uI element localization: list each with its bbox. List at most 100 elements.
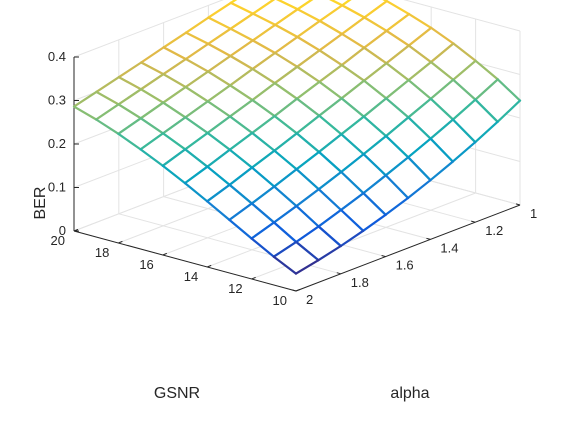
grid-line [73,0,224,58]
mesh-edge [318,97,343,117]
mesh-edge [385,62,410,82]
mesh-edge [295,97,321,117]
mesh-edge [250,202,276,224]
mesh-edge [340,170,365,195]
mesh-edge [250,221,276,240]
mesh-edge [207,16,232,30]
mesh-edge [407,79,432,100]
mesh-edge [251,23,277,42]
mesh-edge [407,116,432,140]
x-tick-label: 20 [51,233,65,248]
mesh-edge [273,168,298,188]
mesh-edge [272,255,298,275]
mesh-edge [273,65,299,85]
mesh-edge [162,85,187,104]
mesh-edge [385,44,410,65]
mesh-edge [429,78,455,100]
y-axis-line [295,204,521,292]
mesh-edge [273,132,298,152]
mesh-edge [206,84,232,103]
mesh-edge [295,205,320,228]
mesh-edge [362,79,388,100]
mesh-edge [407,44,433,64]
x-tick-label: 16 [139,257,153,272]
mesh-edge [429,60,455,81]
y-tick-mark [291,289,297,292]
mesh-edge [139,101,165,120]
mesh-edge [429,97,455,121]
mesh-edge [251,67,276,85]
mesh-edge [206,115,232,135]
mesh-edge [318,80,343,100]
mesh-edge [228,218,253,240]
surface-face [342,0,387,18]
mesh-edge [340,97,365,118]
mesh-edge [228,166,254,186]
mesh-edge [318,63,343,84]
mesh-edge [429,160,454,182]
mesh-edge [161,164,187,185]
mesh-edge [273,97,299,118]
mesh-edge [496,78,522,102]
mesh-edge [229,12,255,30]
mesh-edge [295,150,321,171]
x-tick-label: 10 [273,293,287,308]
mesh-edge [339,192,365,212]
y-tick-label: 1.2 [485,223,503,238]
surface-face [278,0,312,10]
mesh-edge [340,115,365,136]
mesh-edge [162,73,187,89]
mesh-edge [385,79,410,100]
x-tick-mark [295,288,301,292]
mesh-edge [362,153,387,177]
y-tick-label: 1.8 [351,275,369,290]
mesh-edge [318,19,344,36]
surface-mesh [72,0,522,275]
mesh-edge [452,42,477,62]
mesh-edge [117,76,143,91]
mesh-edge [162,101,187,119]
mesh-edge [451,141,477,163]
mesh-edge [406,179,432,200]
mesh-edge [139,88,165,104]
mesh-edge [474,59,499,81]
mesh-edge [139,148,164,167]
mesh-edge [385,29,410,47]
mesh-edge [229,39,254,58]
mesh-edge [295,240,320,262]
x-tick-label: 12 [228,281,242,296]
mesh-edge [139,132,165,151]
mesh-edge [206,100,232,118]
mesh-edge [362,174,387,195]
mesh-edge [184,42,210,61]
mesh-edge [407,26,433,47]
mesh-edge [162,31,188,49]
mesh-edge [250,237,275,258]
mesh-edge [272,240,298,258]
mesh-edge [207,27,232,46]
mesh-edge [474,78,499,101]
mesh-edge [229,27,254,42]
mesh-edge [251,0,276,15]
z-tick-label: 0.2 [48,136,66,151]
mesh-edge [250,185,276,205]
mesh-edge [341,4,366,19]
mesh-edge [206,200,231,221]
mesh-edge [228,115,254,135]
mesh-edge [296,19,321,39]
z-tick-label: 0 [59,223,66,238]
mesh-edge [140,46,165,64]
mesh-edge [407,97,432,119]
mesh-edge [117,103,142,120]
x-tick-label: 18 [95,245,109,260]
mesh-edge [385,97,410,119]
mesh-edge [251,114,276,135]
mesh-edge [407,156,432,182]
mesh-edge [272,221,298,244]
mesh-edge [229,1,255,15]
mesh-edge [407,60,433,82]
mesh-edge [251,98,276,118]
mesh-edge [407,137,432,159]
mesh-edge [363,0,388,19]
mesh-edge [295,132,321,154]
